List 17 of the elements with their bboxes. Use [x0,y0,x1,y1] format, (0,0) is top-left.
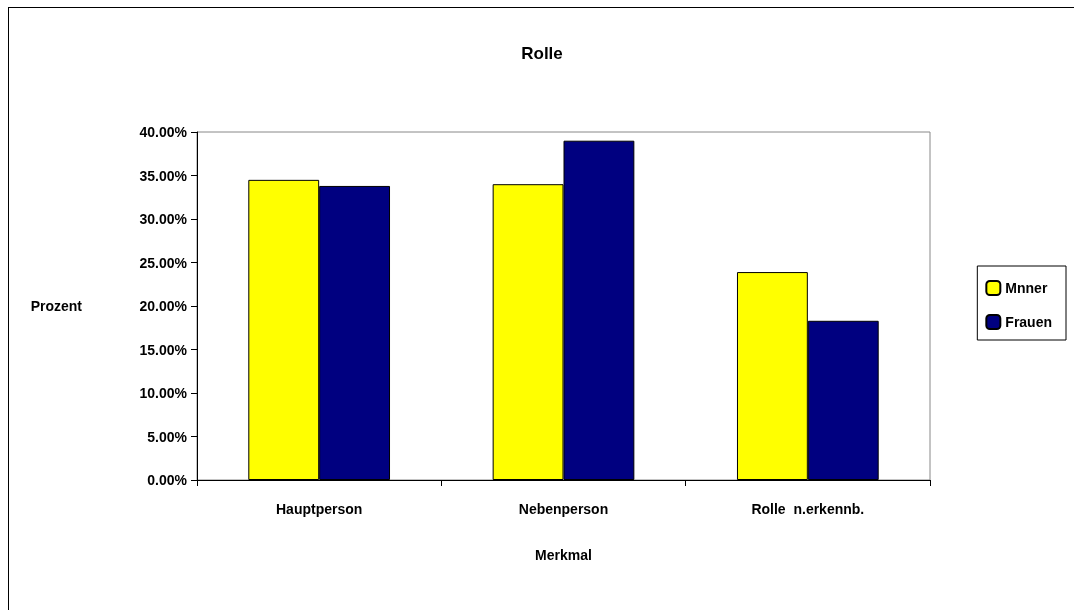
x-axis-title: Merkmal [535,547,592,563]
legend-label: Frauen [1005,314,1053,330]
x-tick-label: Rolle n.erkennb. [751,501,865,517]
y-tick-label: 0.00% [147,472,188,488]
legend-label: Mnner [1005,280,1048,296]
y-tick-label: 35.00% [139,167,188,184]
y-tick-label: 20.00% [139,298,188,314]
x-tick-label: Nebenperson [518,501,609,517]
y-tick-label: 5.00% [147,428,188,445]
y-tick-label: 25.00% [139,254,188,271]
y-tick-label: 40.00% [139,124,188,140]
x-tick-label: Hauptperson [275,501,363,517]
chart-title: Rolle [521,44,563,63]
y-tick-label: 10.00% [139,385,188,401]
y-tick-label: 15.00% [139,341,188,358]
y-axis-title: Prozent [30,298,83,314]
y-tick-label: 30.00% [139,211,188,227]
